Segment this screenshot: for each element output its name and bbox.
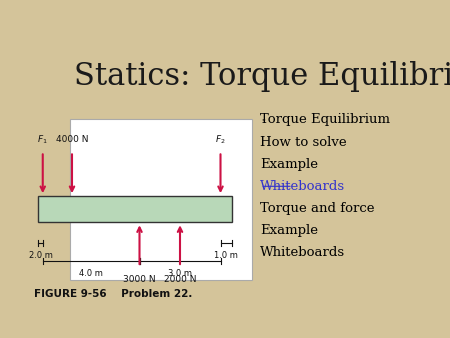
Text: 3000 N: 3000 N: [123, 275, 156, 284]
Text: Whiteboards: Whiteboards: [260, 246, 346, 259]
Text: 2.0 m: 2.0 m: [28, 251, 53, 260]
Text: 4.0 m: 4.0 m: [79, 269, 103, 278]
Text: $F_1$: $F_1$: [37, 133, 48, 145]
Text: FIGURE 9-56    Problem 22.: FIGURE 9-56 Problem 22.: [34, 289, 192, 299]
Text: 1.0 m: 1.0 m: [214, 251, 238, 260]
Text: $F_2$: $F_2$: [215, 133, 226, 145]
Text: Whiteboards: Whiteboards: [260, 180, 346, 193]
Text: 2000 N: 2000 N: [164, 275, 196, 284]
Text: Torque Equilibrium: Torque Equilibrium: [260, 114, 390, 126]
Text: How to solve: How to solve: [260, 136, 347, 149]
Text: Statics: Torque Equilibrium: Statics: Torque Equilibrium: [74, 62, 450, 92]
Text: Example: Example: [260, 224, 318, 237]
Text: Torque and force: Torque and force: [260, 202, 375, 215]
Bar: [38, 196, 232, 222]
Text: 4000 N: 4000 N: [56, 135, 88, 144]
Bar: [70, 119, 252, 280]
Text: Example: Example: [260, 158, 318, 171]
Text: 3.0 m: 3.0 m: [168, 269, 192, 278]
